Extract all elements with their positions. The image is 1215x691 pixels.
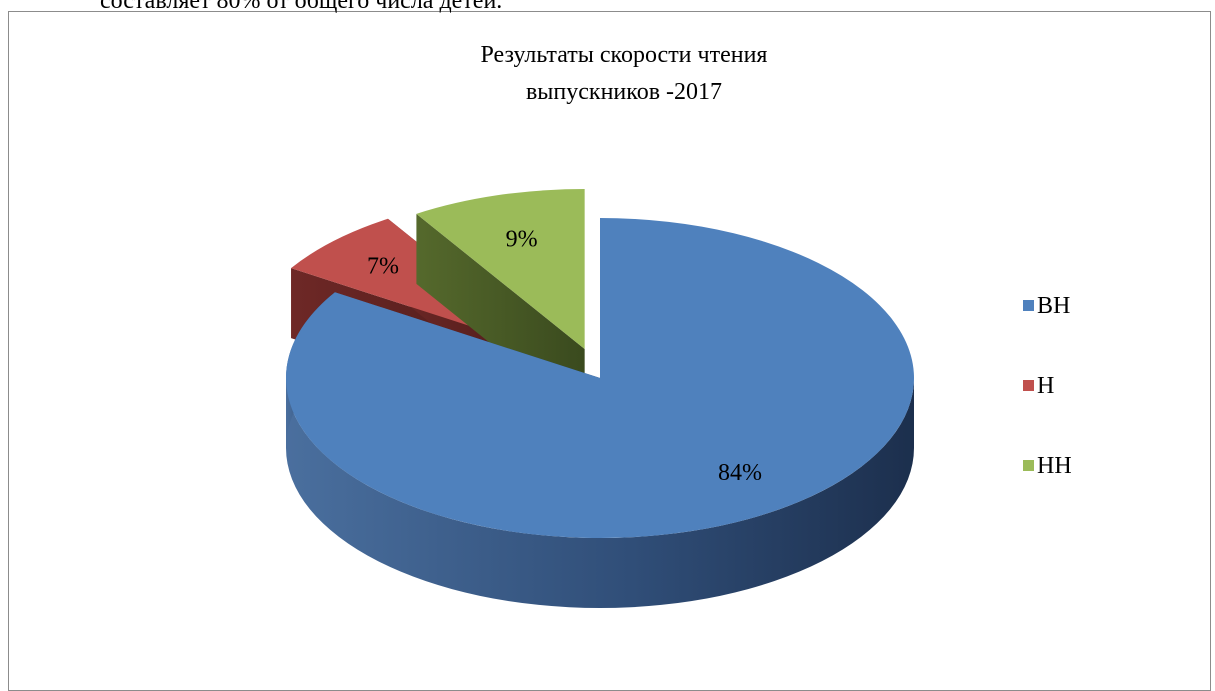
pie-slice-side bbox=[286, 378, 914, 608]
pie-slice-ВН bbox=[285, 218, 914, 608]
pie-data-labels: 7% 9% 84% bbox=[367, 226, 762, 486]
pie-chart: Результаты скорости чтения выпускников -… bbox=[285, 42, 1072, 608]
legend-item-НН: НН bbox=[1023, 453, 1072, 479]
data-label-ВН: 84% bbox=[718, 460, 762, 486]
pie-slice-top bbox=[416, 188, 585, 349]
data-label-НН: 9% bbox=[506, 226, 538, 252]
pie-slices bbox=[285, 188, 914, 608]
document-text-line: составляет 80% от общего числа детей. bbox=[100, 0, 503, 14]
legend-swatch bbox=[1023, 380, 1034, 391]
legend-swatch bbox=[1023, 460, 1034, 471]
legend-swatch bbox=[1023, 300, 1034, 311]
chart-title-line-1: Результаты скорости чтения bbox=[481, 42, 768, 68]
legend-label: НН bbox=[1037, 453, 1072, 479]
pie-slice-top bbox=[285, 218, 914, 538]
legend-item-ВН: ВН bbox=[1023, 293, 1070, 319]
chart-title-line-2: выпускников -2017 bbox=[526, 79, 722, 105]
legend-label: Н bbox=[1037, 373, 1054, 399]
data-label-Н: 7% bbox=[367, 254, 399, 280]
legend-label: ВН bbox=[1037, 293, 1070, 319]
legend-item-Н: Н bbox=[1023, 373, 1054, 399]
